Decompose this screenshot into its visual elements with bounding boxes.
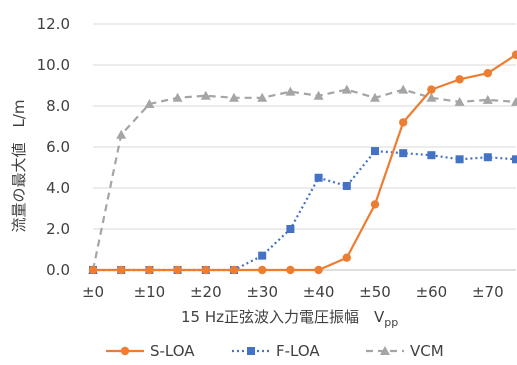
data-point — [342, 253, 351, 262]
x-tick-label: ±60 — [416, 283, 448, 301]
y-tick-label: 0.0 — [46, 261, 70, 279]
data-point — [342, 181, 351, 190]
series-lines — [88, 50, 517, 275]
data-point — [426, 92, 437, 102]
data-point — [483, 69, 492, 78]
legend-item-vcm: VCM — [366, 342, 444, 360]
data-point — [286, 225, 295, 233]
legend-label: F-LOA — [276, 342, 320, 360]
data-point — [258, 265, 267, 275]
y-tick-label: 12.0 — [37, 15, 70, 33]
y-tick-label: 2.0 — [46, 220, 70, 238]
x-tick-label: ±10 — [134, 283, 166, 301]
data-point — [482, 94, 493, 104]
x-axis-title: 15 Hz正弦波入力電圧振幅 Vpp — [181, 308, 398, 329]
data-point — [201, 265, 210, 275]
data-point — [258, 251, 267, 260]
legend-marker — [120, 346, 130, 356]
data-point — [286, 265, 295, 275]
data-point — [172, 92, 183, 102]
data-point — [200, 90, 211, 100]
gridlines — [93, 23, 516, 230]
legend-marker — [247, 347, 255, 355]
x-tick-label: ±30 — [246, 283, 278, 301]
data-point — [511, 96, 517, 106]
x-tick-label: ±0 — [82, 283, 104, 301]
data-point — [454, 96, 465, 106]
data-point — [398, 84, 409, 94]
legend-label: S-LOA — [150, 342, 195, 360]
data-point — [314, 265, 323, 275]
legend-item-s-loa: S-LOA — [106, 342, 195, 360]
data-point — [314, 173, 323, 182]
data-point — [144, 98, 155, 108]
data-point — [455, 155, 464, 164]
data-point — [512, 155, 517, 164]
legend: S-LOA F-LOA VCM — [106, 342, 444, 360]
data-point — [313, 90, 324, 100]
data-point — [455, 75, 464, 84]
data-point — [483, 153, 492, 162]
data-point — [229, 92, 239, 102]
data-point — [511, 50, 517, 59]
data-point — [116, 129, 127, 139]
series-line — [93, 150, 517, 272]
y-tick-label: 10.0 — [37, 56, 70, 74]
series-s-loa — [88, 50, 517, 275]
tick-labels: 0.0 2.0 4.0 6.0 8.0 10.0 12.0 ±0 ±10 ±20 ±30 ±40 ±50… — [37, 15, 504, 301]
x-axis-title-main: 15 Hz正弦波入力電圧振幅 V — [181, 308, 385, 326]
series-f-loa — [89, 147, 517, 274]
y-axis-title: 流量の最大値 L/m — [10, 99, 28, 232]
data-point — [88, 265, 98, 275]
x-tick-label: ±40 — [303, 283, 335, 301]
legend-label: VCM — [410, 342, 444, 360]
data-point — [370, 92, 380, 102]
data-point — [399, 149, 408, 158]
data-point — [257, 92, 268, 102]
data-point — [427, 151, 436, 160]
data-point — [371, 147, 379, 156]
series-line — [91, 88, 517, 271]
y-tick-label: 6.0 — [46, 138, 70, 156]
data-point — [229, 265, 239, 275]
data-point — [370, 200, 380, 209]
data-point — [117, 265, 126, 275]
x-tick-label: ±50 — [359, 283, 391, 301]
x-axis-title-subscript: pp — [384, 316, 398, 329]
y-tick-label: 8.0 — [46, 97, 70, 115]
legend-marker — [380, 346, 390, 355]
data-point — [173, 265, 182, 275]
x-tick-label: ±20 — [190, 283, 222, 301]
data-point — [341, 84, 352, 94]
y-tick-label: 4.0 — [46, 179, 70, 197]
data-point — [145, 265, 154, 275]
x-tick-label: ±70 — [472, 283, 504, 301]
data-point — [285, 86, 296, 96]
data-point — [427, 85, 436, 94]
legend-item-f-loa: F-LOA — [232, 342, 320, 360]
series-line — [93, 53, 517, 272]
data-point — [399, 118, 408, 127]
series-vcm — [88, 84, 517, 274]
